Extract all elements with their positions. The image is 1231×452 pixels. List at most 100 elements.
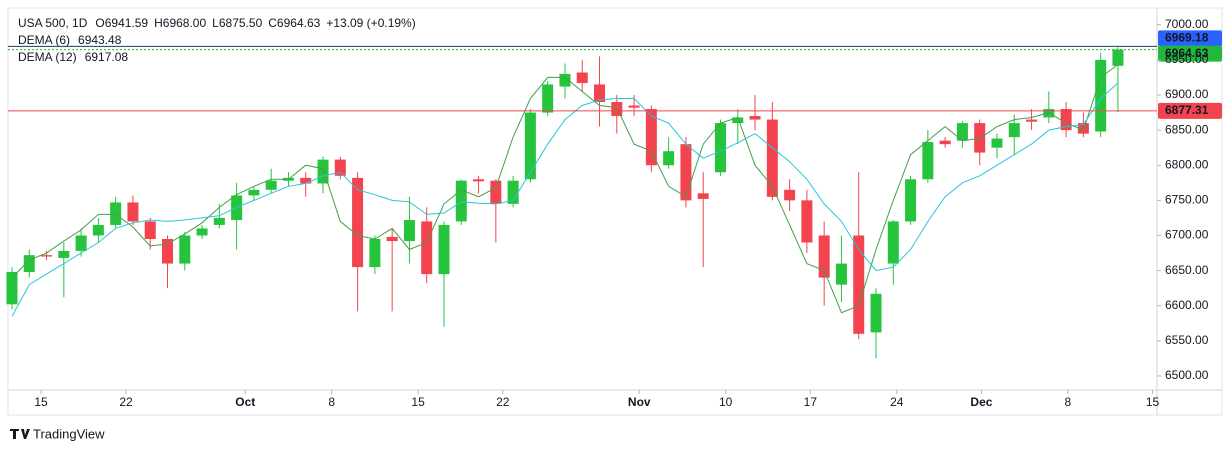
candle-body bbox=[144, 221, 156, 239]
candle-body bbox=[870, 293, 882, 333]
candle-body bbox=[438, 224, 450, 275]
x-tick-label: 15 bbox=[34, 395, 48, 409]
symbol-title: USA 500, 1D bbox=[18, 16, 88, 30]
y-tick-label: 6850.00 bbox=[1165, 122, 1209, 136]
legend-value: 6943.48 bbox=[78, 33, 122, 47]
y-tick-label: 6900.00 bbox=[1165, 87, 1209, 101]
candle-body bbox=[386, 236, 398, 242]
price-tag-label: 6969.18 bbox=[1165, 31, 1209, 45]
y-tick-label: 6550.00 bbox=[1165, 333, 1209, 347]
y-tick-label: 6500.00 bbox=[1165, 368, 1209, 382]
candle-body bbox=[265, 180, 277, 190]
price-tag-label: 6964.63 bbox=[1165, 46, 1209, 60]
candle-body bbox=[542, 84, 554, 113]
y-tick-label: 6700.00 bbox=[1165, 228, 1209, 242]
candle-body bbox=[956, 123, 968, 141]
candle-body bbox=[300, 177, 312, 184]
y-tick-label: 6950.00 bbox=[1165, 52, 1209, 66]
ohlc-key: L bbox=[212, 16, 219, 30]
candle-body bbox=[594, 84, 606, 103]
price-tag-label: 6877.31 bbox=[1165, 103, 1209, 117]
candle-body bbox=[801, 200, 813, 243]
candle-body bbox=[680, 144, 692, 201]
x-tick-label: 10 bbox=[719, 395, 733, 409]
logo-mark bbox=[10, 429, 30, 439]
candle-body bbox=[23, 255, 35, 272]
candle-body bbox=[196, 228, 208, 236]
x-tick-label: 22 bbox=[119, 395, 133, 409]
footer-brand: TradingView bbox=[33, 426, 105, 441]
candle-body bbox=[473, 179, 485, 182]
ohlc-key: C bbox=[268, 16, 277, 30]
candle-body bbox=[1008, 123, 1020, 138]
ohlc-key: H bbox=[154, 16, 163, 30]
x-tick-label: Nov bbox=[628, 395, 651, 409]
candle-body bbox=[213, 217, 225, 225]
indicator-line bbox=[11, 82, 1119, 317]
candle-body bbox=[818, 235, 830, 278]
candle-body bbox=[1026, 119, 1038, 122]
candle-body bbox=[1112, 49, 1124, 66]
candle-body bbox=[887, 221, 899, 264]
candle-body bbox=[455, 180, 467, 222]
candle-body bbox=[645, 109, 657, 166]
candle-body bbox=[663, 151, 675, 166]
y-tick-label: 7000.00 bbox=[1165, 17, 1209, 31]
candle-body bbox=[1077, 123, 1089, 134]
legend-value: 6917.08 bbox=[85, 50, 129, 64]
x-tick-label: 15 bbox=[1146, 395, 1160, 409]
candle-body bbox=[835, 263, 847, 285]
candle-body bbox=[507, 180, 519, 204]
price-tag bbox=[1158, 45, 1222, 62]
candle-body bbox=[939, 140, 951, 145]
candle-body bbox=[576, 72, 588, 84]
y-tick-label: 6600.00 bbox=[1165, 298, 1209, 312]
candle-body bbox=[732, 117, 744, 124]
price-tag bbox=[1158, 102, 1222, 119]
candle-body bbox=[421, 221, 433, 275]
candle-body bbox=[127, 202, 139, 222]
candle-body bbox=[41, 255, 53, 257]
candle-body bbox=[784, 189, 796, 201]
x-tick-label: 15 bbox=[411, 395, 425, 409]
candle-body bbox=[92, 224, 104, 236]
x-tick-label: 17 bbox=[804, 395, 818, 409]
ohlc-value: 6875.50 bbox=[219, 16, 263, 30]
candle-body bbox=[58, 250, 70, 258]
x-tick-label: 8 bbox=[328, 395, 335, 409]
candle-body bbox=[974, 123, 986, 153]
legend-name: DEMA (6) bbox=[18, 33, 70, 47]
candle-body bbox=[853, 235, 865, 334]
legend-name: DEMA (12) bbox=[18, 50, 77, 64]
candle-body bbox=[1095, 59, 1107, 132]
candle-body bbox=[714, 123, 726, 173]
candle-body bbox=[524, 112, 536, 180]
chart-frame bbox=[7, 7, 1223, 416]
candle-body bbox=[559, 73, 571, 87]
candle-body bbox=[110, 202, 122, 225]
plot-area bbox=[6, 47, 1124, 359]
candle-body bbox=[991, 138, 1003, 148]
candle-body bbox=[179, 235, 191, 264]
candle-body bbox=[248, 189, 260, 196]
price-tag bbox=[1158, 30, 1222, 47]
candle-body bbox=[1060, 109, 1072, 131]
price-change: +13.09 (+0.19%) bbox=[326, 16, 415, 30]
candle-body bbox=[766, 119, 778, 197]
x-tick-label: Oct bbox=[235, 395, 255, 409]
candle-body bbox=[1043, 109, 1055, 118]
candle-body bbox=[75, 235, 87, 251]
x-tick-label: 22 bbox=[496, 395, 510, 409]
candle-body bbox=[628, 105, 640, 108]
candle-body bbox=[611, 102, 623, 117]
candle-body bbox=[162, 238, 174, 264]
candle-body bbox=[352, 177, 364, 268]
x-tick-label: 24 bbox=[890, 395, 904, 409]
ohlc-value: 6964.63 bbox=[277, 16, 321, 30]
candle-body bbox=[749, 116, 761, 120]
ohlc-value: 6968.00 bbox=[163, 16, 207, 30]
candle-body bbox=[6, 271, 18, 305]
y-tick-label: 6750.00 bbox=[1165, 193, 1209, 207]
candle-body bbox=[403, 220, 415, 242]
